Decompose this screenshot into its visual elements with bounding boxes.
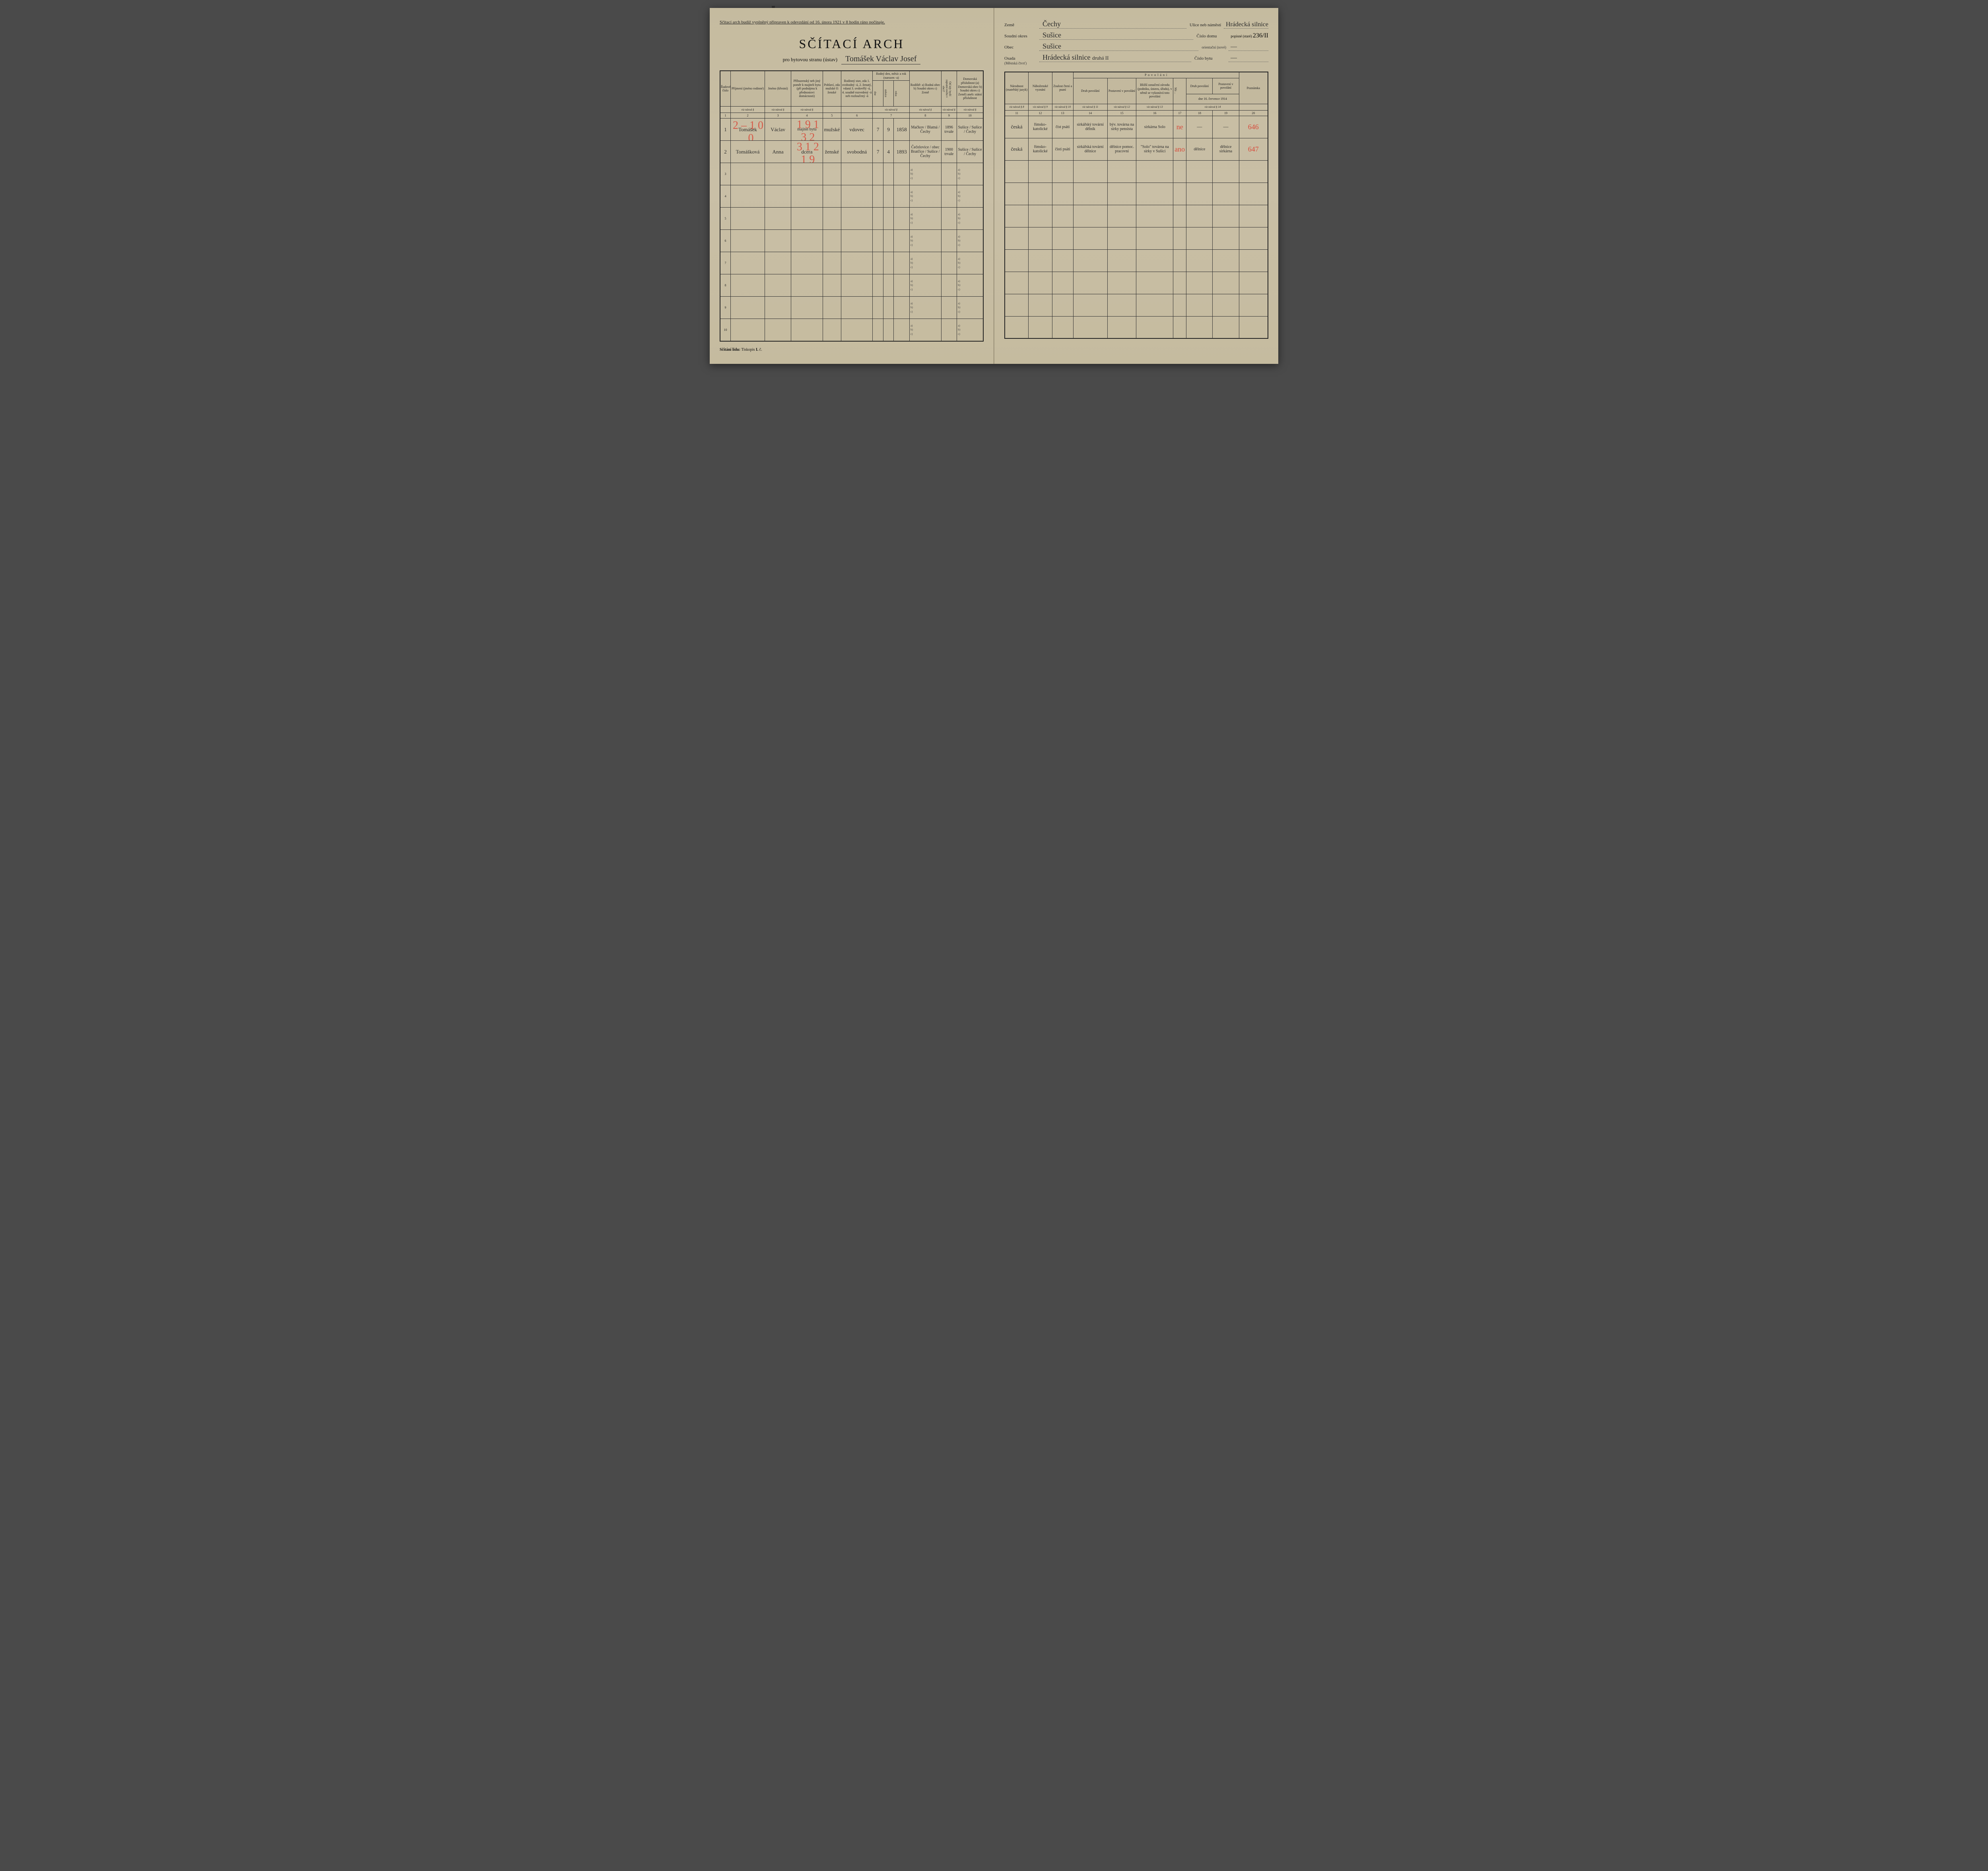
empty-row: 6a)b)c)a)b)c) bbox=[720, 230, 983, 252]
empty-row bbox=[1005, 205, 1268, 227]
empty-row bbox=[1005, 316, 1268, 338]
col-14: Druh povolání bbox=[1073, 78, 1107, 104]
col-4: Příbuzenský neb jiný poměr k majiteli by… bbox=[791, 71, 823, 107]
povolani-head: P o v o l á n í bbox=[1073, 72, 1239, 78]
osada-label: Osada (Městská čtvrť) bbox=[1004, 56, 1036, 66]
data-row-1: 1 2 – 1 0 . 0Tomášek Václav 1 9 1 3 2maj… bbox=[720, 119, 983, 141]
okres-val: Sušice bbox=[1039, 31, 1193, 40]
title: SČÍTACÍ ARCH bbox=[720, 37, 984, 51]
col-13: Znalost čtení a psaní bbox=[1052, 72, 1073, 104]
obec-label: Obec bbox=[1004, 45, 1036, 50]
ref-row: viz návod §viz návod § viz návod § viz n… bbox=[720, 107, 983, 113]
col-9: Od kdy bydlí zapsaná osoba v obci? bbox=[941, 71, 957, 107]
osada-val: Hrádecká silnice druhá II bbox=[1039, 53, 1191, 62]
data-row-1: česká římsko-katolické číst psáti sirkář… bbox=[1005, 116, 1268, 138]
empty-row bbox=[1005, 249, 1268, 272]
col-20: Poznámka bbox=[1239, 72, 1268, 104]
empty-row: 8a)b)c)a)b)c) bbox=[720, 274, 983, 297]
zeme-label: Země bbox=[1004, 23, 1036, 27]
col-6: Rodinný stav, zda 1. svobodný -á, 2. žen… bbox=[841, 71, 872, 107]
col-5: Pohlaví, zda mužské či ženské bbox=[823, 71, 841, 107]
col-8: Rodiště: a) Rodná obec b) Soudní okres c… bbox=[910, 71, 941, 107]
subtitle-printed: pro bytovou stranu (ústav) bbox=[783, 56, 838, 63]
left-page: Sčítací arch budiž vyplněný připraven k … bbox=[710, 8, 994, 364]
col-7c: roku bbox=[894, 81, 910, 107]
col-17: Má ... bbox=[1173, 78, 1186, 104]
col-12: Náboženské vyznání bbox=[1029, 72, 1052, 104]
empty-row bbox=[1005, 227, 1268, 249]
ref-row: viz návod § 8viz návod § 9viz návod § 10… bbox=[1005, 104, 1268, 110]
col-10: Domovská příslušnost (a) Domovská obec b… bbox=[957, 71, 983, 107]
subtitle-row: pro bytovou stranu (ústav) Tomášek Václa… bbox=[720, 54, 984, 64]
document-spread: Sčítací arch budiž vyplněný připraven k … bbox=[710, 8, 1278, 364]
empty-row bbox=[1005, 160, 1268, 183]
top-instruction: Sčítací arch budiž vyplněný připraven k … bbox=[720, 20, 984, 25]
empty-row: 5a)b)c)a)b)c) bbox=[720, 208, 983, 230]
data-row-2: 2 Tomášková Anna 3 1 2 1 9dcera ženské s… bbox=[720, 141, 983, 163]
data-row-2: česká římsko-katolické čísti psáti sirká… bbox=[1005, 138, 1268, 160]
footer-note: Sčítání lidu: Tiskopis I. č. bbox=[720, 348, 984, 352]
col-19: Postavení v povolání bbox=[1213, 78, 1239, 94]
empty-row: 3a)b)c)a)b)c) bbox=[720, 163, 983, 185]
zeme-val: Čechy bbox=[1039, 20, 1186, 29]
title-block: SČÍTACÍ ARCH bbox=[720, 37, 984, 51]
right-page: Země Čechy Ulice neb náměstí Hrádecká si… bbox=[994, 8, 1278, 364]
header-fields: Země Čechy Ulice neb náměstí Hrádecká si… bbox=[1004, 20, 1268, 66]
census-table-left: Řadové číslo Příjmení (jméno rodinné) Jm… bbox=[720, 70, 984, 342]
col-7a: dne bbox=[873, 81, 883, 107]
col-15: Postavení v povolání bbox=[1107, 78, 1136, 104]
empty-row: 4a)b)c)a)b)c) bbox=[720, 185, 983, 208]
colnum-row: 1112 1314 1516 1718 1920 bbox=[1005, 110, 1268, 116]
empty-row bbox=[1005, 294, 1268, 316]
empty-row: 10a)b)c)a)b)c) bbox=[720, 319, 983, 341]
col-7b: měsíce bbox=[883, 81, 893, 107]
okres-label: Soudní okres bbox=[1004, 34, 1036, 39]
col-1: Řadové číslo bbox=[720, 71, 730, 107]
col-18: Druh povolání bbox=[1186, 78, 1213, 94]
col-7: Rodný den, měsíc a rok (narozen -a) bbox=[873, 71, 910, 81]
col-1914: dne 16. července 1914 bbox=[1186, 94, 1239, 104]
holder-name: Tomášek Václav Josef bbox=[841, 54, 920, 64]
col-2: Příjmení (jméno rodinné) bbox=[730, 71, 765, 107]
ulice-val: Hrádecká silnice bbox=[1224, 21, 1268, 29]
empty-row: 7a)b)c)a)b)c) bbox=[720, 252, 983, 274]
empty-row bbox=[1005, 183, 1268, 205]
ulice-label: Ulice neb náměstí bbox=[1190, 23, 1221, 27]
colnum-row: 12 34 56 7 8910 bbox=[720, 113, 983, 119]
col-3: Jméno (křestní) bbox=[765, 71, 791, 107]
census-table-right: Národnost (mateřský jazyk) Náboženské vy… bbox=[1004, 72, 1268, 339]
col-11: Národnost (mateřský jazyk) bbox=[1005, 72, 1029, 104]
empty-row: 9a)b)c)a)b)c) bbox=[720, 297, 983, 319]
obec-val: Sušice bbox=[1039, 42, 1198, 51]
col-16: Bližší označení závodu (podniku, ústavu,… bbox=[1136, 78, 1173, 104]
cislo-domu-label: Číslo domu bbox=[1196, 34, 1228, 39]
empty-row bbox=[1005, 272, 1268, 294]
